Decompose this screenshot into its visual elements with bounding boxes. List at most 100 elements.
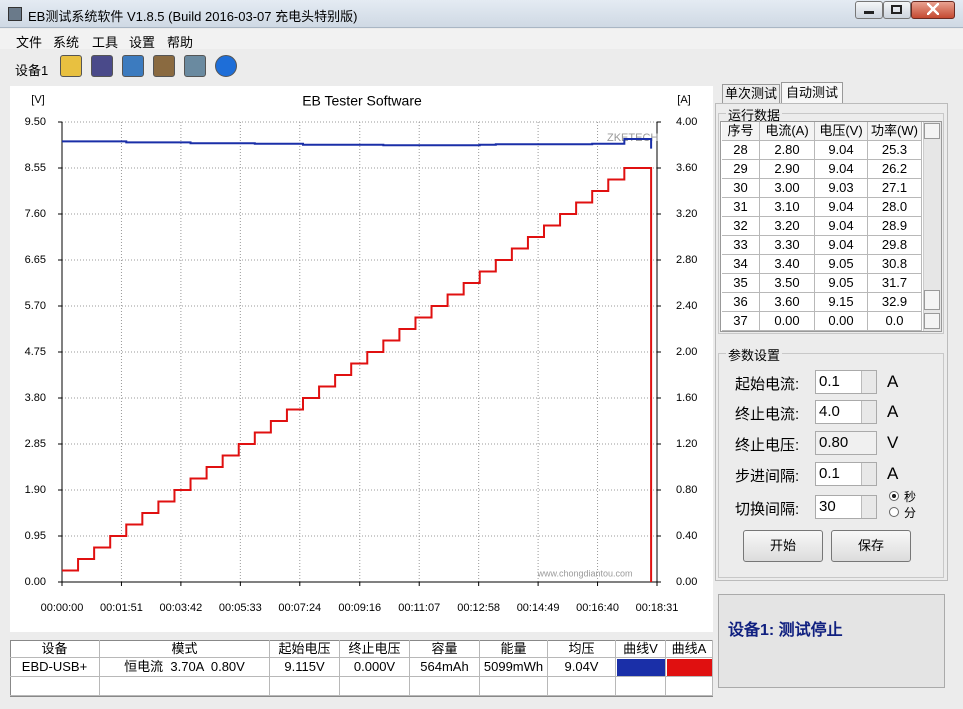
x-tick-label: 00:07:24 [278,602,321,614]
input-box[interactable]: 0.80 [815,431,877,455]
run-cell: 32.9 [868,293,922,312]
maximize-glyph [891,5,902,14]
radio[interactable] [889,507,899,517]
run-cell: 3.30 [760,236,815,255]
chart-background [10,86,713,632]
y-tick-label: 6.65 [25,254,46,266]
watermark: www.chongdiantou.com [536,568,632,578]
run-header: 序号 [722,122,760,141]
dropdown-arrow[interactable] [861,463,876,485]
unit-label: A [887,402,899,421]
y2-tick-label: 2.40 [676,300,697,312]
run-cell: 9.03 [815,179,868,198]
run-cell: 3.60 [760,293,815,312]
y-tick-label: 0.00 [25,576,46,588]
summary-cell: 0.000V [340,658,410,677]
field-label: 切换间隔: [735,501,800,518]
toolbar-icon[interactable] [184,55,206,77]
run-table [720,121,942,332]
x-tick-label: 00:00:00 [41,602,84,614]
dropdown-arrow[interactable] [861,401,876,423]
run-cell: 37 [722,312,760,331]
run-cell: 26.2 [868,160,922,179]
toolbar-icon[interactable] [122,55,144,77]
y-tick-label: 4.75 [25,346,46,358]
x-tick-label: 00:03:42 [159,602,202,614]
unit-label: A [887,372,899,391]
run-cell: 36 [722,293,760,312]
y-tick-label: 2.85 [25,438,46,450]
tab[interactable]: 单次测试 [722,84,780,104]
summary-cell: 5099mWh [480,658,548,677]
run-cell: 30 [722,179,760,198]
y-tick-label: 8.55 [25,162,46,174]
radio-label: 秒 [904,490,917,504]
radio[interactable] [889,491,899,501]
window-title: EB测试系统软件 V1.8.5 (Build 2016-03-07 充电头特别版… [28,9,358,24]
run-cell: 2.90 [760,160,815,179]
dropdown-arrow[interactable] [861,371,876,393]
minimize-button[interactable] [855,1,883,19]
toolbar-icon[interactable] [91,55,113,77]
menu-item[interactable]: 文件 [16,35,43,50]
x-tick-label: 00:05:33 [219,602,262,614]
unit-label: A [887,464,899,483]
maximize-button[interactable] [883,1,911,19]
run-cell: 0.00 [815,312,868,331]
chart-title: EB Tester Software [302,93,422,109]
run-cell: 9.04 [815,141,868,160]
y-tick-label: 0.95 [25,530,46,542]
y-tick-label: 3.80 [25,392,46,404]
run-header: 电压(V) [815,122,868,141]
title-bar [0,0,963,28]
y2-tick-label: 1.20 [676,438,697,450]
run-cell: 3.20 [760,217,815,236]
field-label: 终止电压: [735,437,800,454]
tab-panel [715,103,948,581]
run-cell: 9.04 [815,160,868,179]
y2-tick-label: 0.40 [676,530,697,542]
button[interactable]: 保存 [831,530,911,562]
summary-header: 模式 [100,640,270,658]
tab-selected[interactable]: 自动测试 [781,82,843,104]
y-tick-label: 5.70 [25,300,46,312]
menu-item[interactable]: 帮助 [167,35,194,50]
run-cell: 34 [722,255,760,274]
dropdown-arrow[interactable] [861,496,876,518]
summary-empty [548,677,616,696]
curve-a-swatch [667,659,712,676]
toolbar-icon[interactable] [60,55,82,77]
app-icon [8,7,22,21]
run-cell: 29.8 [868,236,922,255]
scroll-up[interactable] [924,123,940,139]
field-label: 步进间隔: [735,468,800,485]
watermark: ZKETECH [607,132,658,144]
menu-item[interactable]: 设置 [129,35,156,50]
x-tick-label: 00:18:31 [636,602,679,614]
run-cell: 9.05 [815,274,868,293]
run-cell: 9.15 [815,293,868,312]
summary-empty [480,677,548,696]
menu-bar [0,29,963,49]
run-cell: 28.9 [868,217,922,236]
summary-header: 曲线V [616,640,666,658]
run-cell: 31 [722,198,760,217]
summary-empty [100,677,270,696]
scrollbar[interactable] [923,122,941,331]
run-cell: 35 [722,274,760,293]
run-cell: 0.0 [868,312,922,331]
summary-cell: 9.04V [548,658,616,677]
minimize-glyph [864,11,874,14]
menu-item[interactable]: 系统 [53,35,80,50]
scroll-thumb[interactable] [924,290,940,310]
button[interactable]: 开始 [743,530,823,562]
group-box [718,353,944,578]
toolbar-icon[interactable] [153,55,175,77]
toolbar-icon[interactable] [215,55,237,77]
run-cell: 28 [722,141,760,160]
menu-item[interactable]: 工具 [92,35,119,50]
run-cell: 9.04 [815,236,868,255]
run-cell: 9.04 [815,198,868,217]
run-cell: 3.40 [760,255,815,274]
scroll-down[interactable] [924,313,940,329]
